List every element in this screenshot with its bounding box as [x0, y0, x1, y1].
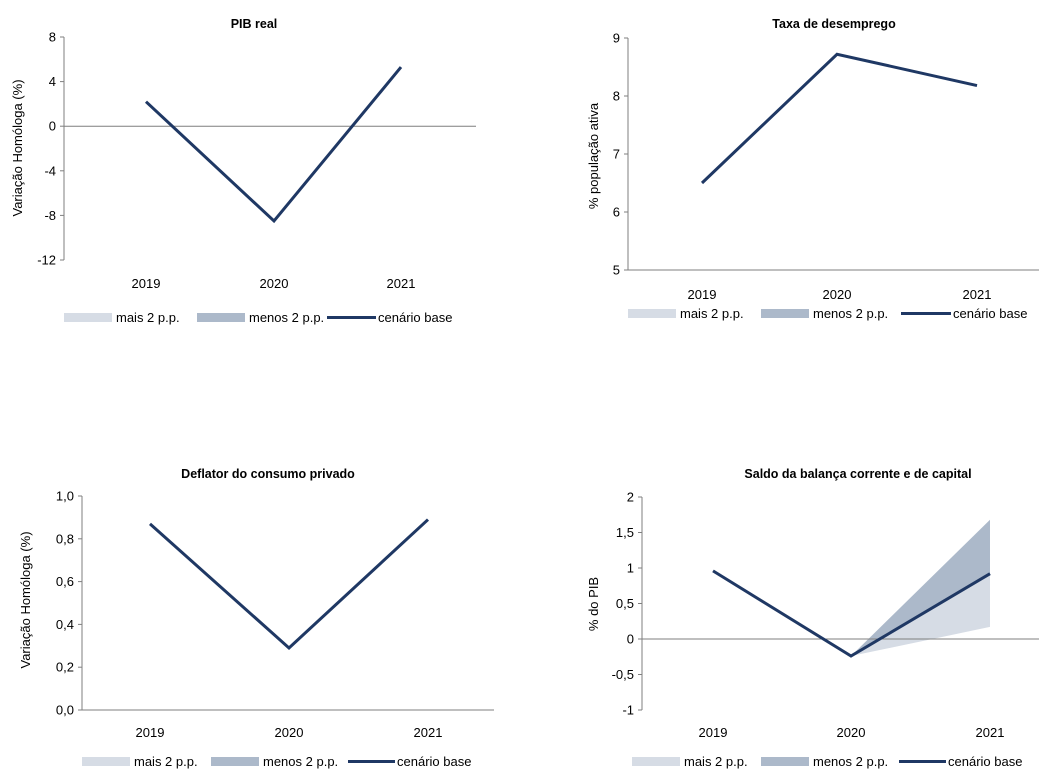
series-line-cenario-base [700, 52, 978, 185]
chart-taxa-desemprego: Taxa de desemprego % população ativa 9 8 7… [586, 17, 1039, 302]
y-tick-label: 8 [49, 30, 56, 45]
y-tick-label: 2 [627, 490, 634, 505]
x-tick-label: 2021 [387, 276, 416, 291]
x-tick-label: 2020 [275, 725, 304, 740]
legend-label-upper: mais 2 p.p. [684, 754, 748, 769]
lines [712, 569, 991, 658]
legend: mais 2 p.p. menos 2 p.p. cenário base [82, 754, 471, 769]
legend-swatch-lower [761, 309, 809, 318]
x-tick-label: 2021 [963, 287, 992, 302]
legend-label-upper: mais 2 p.p. [134, 754, 198, 769]
y-tick-label: 1 [627, 561, 634, 576]
legend-swatch-upper [632, 757, 680, 766]
y-tick-label: -1 [622, 703, 634, 718]
y-tick-label: 0,0 [56, 703, 74, 718]
x-ticks: 2019 2020 2021 [699, 725, 1005, 740]
y-axis-label: % população ativa [586, 102, 601, 209]
legend-label-base: cenário base [378, 310, 452, 325]
legend-label-lower: menos 2 p.p. [263, 754, 338, 769]
legend-label-lower: menos 2 p.p. [813, 754, 888, 769]
y-axis-label: Variação Homóloga (%) [10, 79, 25, 216]
x-tick-label: 2020 [837, 725, 866, 740]
y-tick-label: 0,8 [56, 531, 74, 546]
y-axis-label: Variação Homóloga (%) [18, 531, 33, 668]
y-tick-label: 7 [613, 147, 620, 162]
y-tick-label: -4 [44, 163, 56, 178]
chart-title: Saldo da balança corrente e de capital [744, 467, 971, 481]
y-tick-label: 0 [49, 119, 56, 134]
legend-label-upper: mais 2 p.p. [680, 306, 744, 321]
x-tick-label: 2019 [699, 725, 728, 740]
chart-title: PIB real [231, 17, 278, 31]
axes [81, 496, 494, 711]
axes [627, 38, 1039, 271]
lines [700, 52, 978, 185]
chart-title: Deflator do consumo privado [181, 467, 355, 481]
y-tick-label: 4 [49, 74, 56, 89]
x-ticks: 2019 2020 2021 [688, 287, 992, 302]
legend-swatch-upper [628, 309, 676, 318]
band-menos-2pp [851, 519, 990, 657]
series-line-cenario-base [149, 518, 430, 650]
axes [641, 497, 1039, 710]
x-tick-label: 2019 [136, 725, 165, 740]
y-tick-label: 9 [613, 31, 620, 46]
x-tick-label: 2020 [823, 287, 852, 302]
lines [149, 518, 430, 650]
x-tick-label: 2020 [260, 276, 289, 291]
legend-swatch-lower [761, 757, 809, 766]
y-ticks: 1,0 0,8 0,6 0,4 0,2 0,0 [56, 489, 82, 718]
y-ticks: 2 1,5 1 0,5 0 -0,5 -1 [612, 490, 642, 718]
y-ticks: 9 8 7 6 5 [613, 31, 628, 278]
legend: mais 2 p.p. menos 2 p.p. cenário base [64, 310, 452, 325]
series-line-cenario-base [144, 66, 403, 224]
y-tick-label: -0,5 [612, 667, 634, 682]
legend-label-upper: mais 2 p.p. [116, 310, 180, 325]
x-ticks: 2019 2020 2021 [136, 725, 443, 740]
x-tick-label: 2019 [132, 276, 161, 291]
y-tick-label: 1,5 [616, 525, 634, 540]
legend-swatch-upper [64, 313, 112, 322]
legend: mais 2 p.p. menos 2 p.p. cenário base [628, 306, 1027, 321]
chart-saldo-balanca: Saldo da balança corrente e de capital %… [586, 467, 1039, 740]
y-tick-label: 0,6 [56, 574, 74, 589]
y-ticks: 8 4 0 -4 -8 -12 [37, 30, 64, 268]
legend: mais 2 p.p. menos 2 p.p. cenário base [632, 754, 1022, 769]
axes [63, 37, 476, 260]
y-tick-label: 0,5 [616, 596, 634, 611]
legend-label-base: cenário base [948, 754, 1022, 769]
y-tick-label: -12 [37, 253, 56, 268]
y-tick-label: 0 [627, 632, 634, 647]
y-tick-label: 5 [613, 263, 620, 278]
x-tick-label: 2019 [688, 287, 717, 302]
legend-label-base: cenário base [953, 306, 1027, 321]
legend-swatch-lower [211, 757, 259, 766]
legend-label-lower: menos 2 p.p. [813, 306, 888, 321]
y-tick-label: 8 [613, 89, 620, 104]
legend-label-base: cenário base [397, 754, 471, 769]
y-axis-label: % do PIB [586, 577, 601, 631]
y-tick-label: 0,2 [56, 660, 74, 675]
y-tick-label: -8 [44, 208, 56, 223]
legend-swatch-lower [197, 313, 245, 322]
legend-label-lower: menos 2 p.p. [249, 310, 324, 325]
y-tick-label: 6 [613, 205, 620, 220]
bands [851, 519, 990, 657]
chart-deflator-consumo: Deflator do consumo privado Variação Hom… [18, 467, 494, 740]
x-ticks: 2019 2020 2021 [132, 276, 416, 291]
y-tick-label: 1,0 [56, 489, 74, 504]
lines [144, 66, 403, 224]
legend-swatch-upper [82, 757, 130, 766]
y-tick-label: 0,4 [56, 617, 74, 632]
x-tick-label: 2021 [414, 725, 443, 740]
chart-pib-real: PIB real Variação Homóloga (%) 8 4 0 -4 -8 -1… [10, 17, 476, 291]
chart-title: Taxa de desemprego [772, 17, 896, 31]
x-tick-label: 2021 [976, 725, 1005, 740]
